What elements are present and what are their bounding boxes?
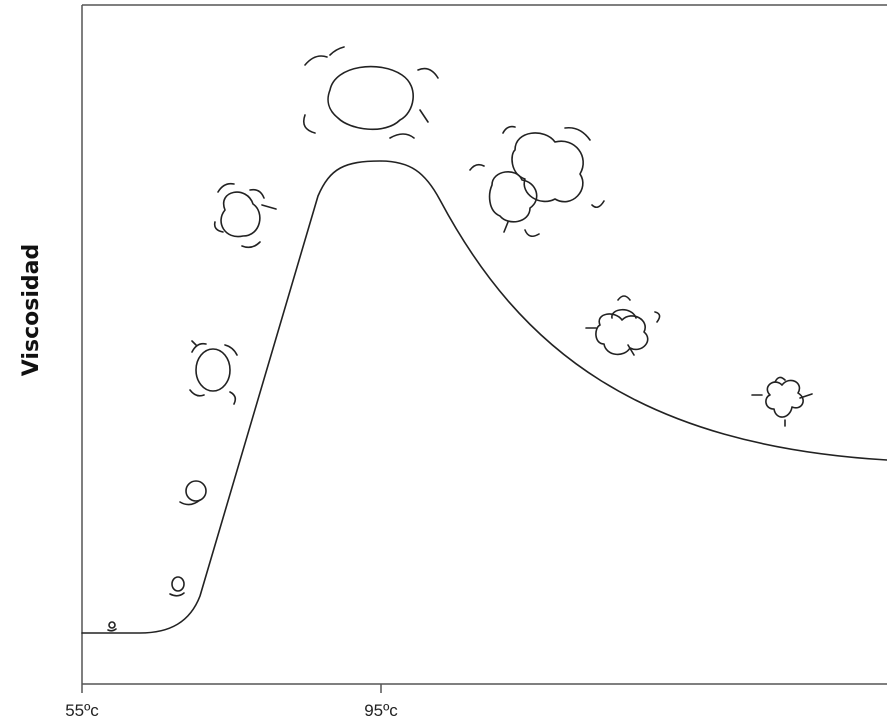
granule: [596, 314, 648, 354]
granule-strands: [215, 184, 276, 248]
granule: [766, 380, 803, 417]
granule: [612, 310, 636, 318]
granule-strands: [470, 127, 604, 237]
x-tick-label: 95ºc: [364, 701, 398, 720]
granule: [221, 192, 260, 236]
granule: [172, 577, 184, 591]
granule: [328, 67, 413, 130]
x-tick-label: 55ºc: [65, 701, 99, 720]
granule-strands: [586, 296, 660, 355]
granule-strands: [304, 47, 438, 138]
granule: [109, 622, 115, 628]
frame: [82, 5, 887, 693]
granule: [108, 629, 116, 631]
granule: [512, 133, 583, 202]
y-axis-label: Viscosidad: [19, 244, 44, 376]
granule: [196, 349, 230, 391]
granule: [170, 593, 184, 596]
viscosity-curve: [82, 161, 887, 633]
granule: [490, 172, 537, 222]
granules: [108, 47, 812, 631]
diagram: Viscosidad 55ºc 95ºc: [0, 0, 887, 725]
granule: [186, 481, 206, 501]
page: Viscosidad 55ºc 95ºc (() => { const: [0, 0, 887, 725]
